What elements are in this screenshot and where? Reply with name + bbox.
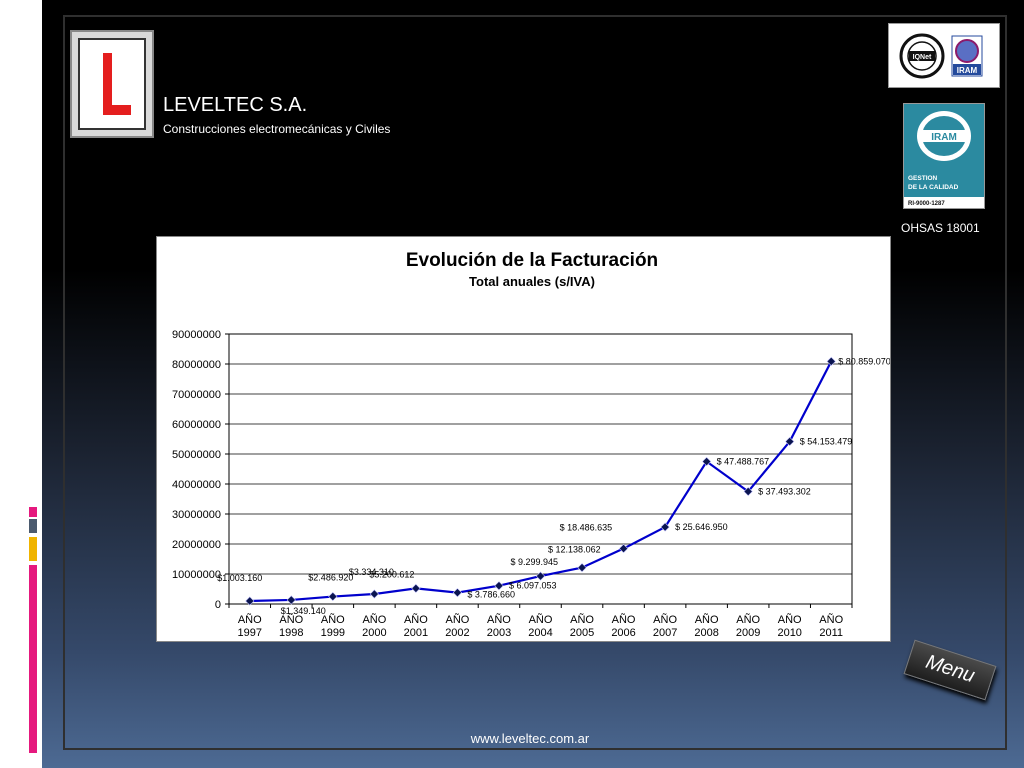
data-point [245,596,255,606]
footer-url[interactable]: www.leveltec.com.ar [470,731,590,746]
data-label: $ 9.299.945 [511,557,559,567]
data-label: $ 54.153.479 [800,437,853,447]
x-tick-label: AÑO 2006 [611,613,636,639]
y-tick-label: 20000000 [172,539,221,551]
data-point [785,436,795,447]
iram-logo-label: IRAM [931,132,957,143]
company-name: LEVELTEC S.A. [163,94,308,116]
y-tick-label: 80000000 [172,359,221,371]
iram-code: RI-9000-1287 [908,201,945,207]
data-point [452,588,463,598]
data-point [618,543,629,554]
iqnet-label: IQNet [913,54,932,61]
data-label: $1.349.140 [281,606,326,616]
x-tick-label: AÑO 2007 [653,613,678,639]
ohsas-label: OHSAS 18001 [901,221,980,235]
certification-badges: IQNet IRAM [888,23,1000,88]
data-point [411,583,421,594]
data-point [328,591,338,602]
y-tick-label: 70000000 [172,389,221,401]
iram-line1: GESTION [908,175,938,182]
x-tick-label: AÑO 2002 [445,613,470,639]
data-label: $3.334.310 [349,567,394,577]
data-point [535,571,546,581]
iram-globe-icon: IRAM [951,35,983,77]
x-tick-label: AÑO 2008 [694,613,719,639]
iram-small-label: IRAM [957,66,978,75]
data-label: $ 3.786.660 [467,590,515,600]
y-tick-label: 90000000 [172,329,221,341]
data-label: $5.200.612 [369,569,414,579]
data-point [826,356,836,367]
iram-quality-badge: IRAM GESTION DE LA CALIDAD RI-9000-1287 [903,103,985,209]
y-tick-label: 0 [215,599,221,611]
x-tick-label: AÑO 2000 [362,613,387,639]
revenue-chart: Evolución de la Facturación Total anuale… [172,250,891,639]
data-point [286,595,296,605]
data-label: $ 47.488.767 [717,457,770,467]
x-tick-label: AÑO 2003 [487,613,512,639]
x-tick-label: AÑO 2005 [570,613,595,639]
y-tick-label: 50000000 [172,449,221,461]
data-label: $ 6.097.053 [509,581,557,591]
data-point [494,581,504,591]
accent-bar-pink-top [29,507,37,517]
iqnet-badge-icon: IQNet [899,33,945,79]
slide-frame [63,15,1007,750]
data-label: $1.003.160 [217,573,262,583]
data-point [743,486,753,497]
x-tick-label: AÑO 2011 [819,613,843,639]
accent-bar-gold [29,537,37,561]
data-label: $ 25.646.950 [675,522,728,532]
data-label: $ 12.138.062 [548,545,601,555]
data-label: $ 37.493.302 [758,487,811,497]
x-tick-label: AÑO 2009 [736,613,761,639]
data-label: $2.486.920 [308,573,353,583]
accent-bar-slate [29,519,37,533]
chart-title: Evolución de la Facturación [406,250,658,271]
x-tick-label: AÑO 2001 [404,613,429,639]
x-tick-label: AÑO 1999 [321,613,346,639]
y-tick-label: 40000000 [172,479,221,491]
logo-l-icon [101,51,133,117]
iram-line2: DE LA CALIDAD [908,184,959,191]
x-tick-label: AÑO 2004 [528,613,553,639]
data-point [369,589,379,599]
accent-bar-pink [29,565,37,753]
iram-logo-icon [917,111,971,161]
y-tick-label: 30000000 [172,509,221,521]
data-point [702,456,712,467]
x-tick-label: AÑO 1998 [279,613,304,639]
y-tick-label: 60000000 [172,419,221,431]
data-label: $ 80.859.070 [838,356,890,366]
data-point [660,522,670,532]
chart-subtitle: Total anuales (s/IVA) [469,274,595,289]
data-point [577,562,587,573]
company-logo [70,30,154,138]
x-tick-label: AÑO 1997 [238,613,263,639]
x-tick-label: AÑO 2010 [777,613,802,639]
chart-panel: Evolución de la Facturación Total anuale… [156,236,891,642]
company-tagline: Construcciones electromecánicas y Civile… [163,122,391,136]
y-tick-label: 10000000 [172,569,221,581]
data-label: $ 18.486.635 [560,523,613,533]
